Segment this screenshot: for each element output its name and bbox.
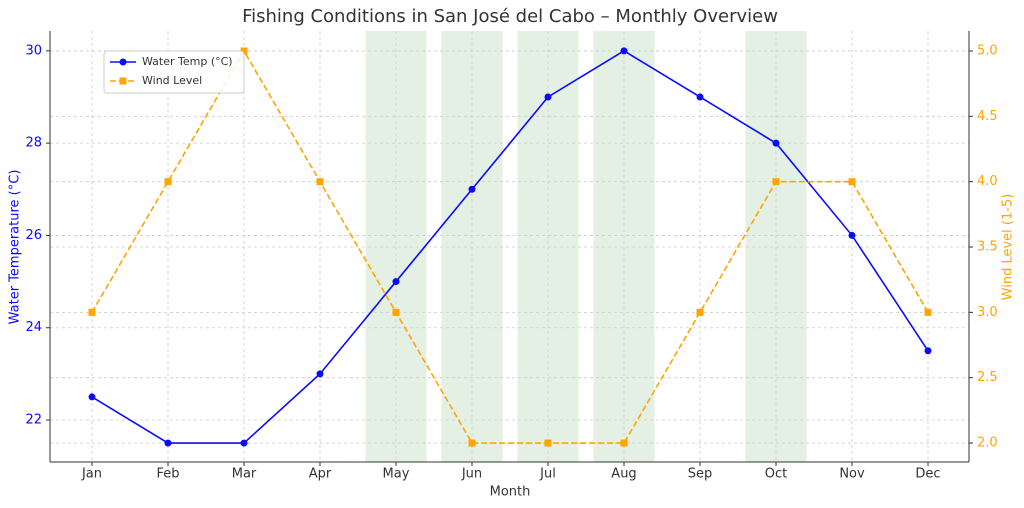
y2-tick-label: 5.0 <box>977 43 998 58</box>
point <box>544 439 552 447</box>
x-tick-label: Nov <box>839 467 865 482</box>
x-tick-label: Aug <box>611 467 636 482</box>
y2-tick-label: 3.0 <box>977 305 998 320</box>
point <box>772 139 780 147</box>
x-tick-label: Dec <box>915 467 940 482</box>
point <box>240 47 248 55</box>
y2-tick-label: 2.5 <box>977 370 998 385</box>
highlight-span <box>441 31 503 462</box>
y-tick-label: 26 <box>25 228 42 243</box>
x-tick-label: May <box>383 467 410 482</box>
x-tick-label: Jun <box>461 467 482 482</box>
chart-title: Fishing Conditions in San José del Cabo … <box>242 6 778 27</box>
series-line <box>91 49 929 444</box>
point <box>164 178 172 186</box>
y-tick-label: 24 <box>25 320 42 335</box>
x-tick-label: Jul <box>539 467 556 482</box>
y-tick-label: 28 <box>25 136 42 151</box>
y2-tick-label: 4.5 <box>977 109 998 124</box>
y-tick-label: 30 <box>25 43 42 58</box>
highlight-span <box>745 31 807 462</box>
point <box>316 178 324 186</box>
series-line <box>91 49 929 444</box>
x-tick-label: Apr <box>309 467 332 482</box>
point <box>620 47 628 55</box>
x-tick-label: Feb <box>156 467 179 482</box>
point <box>696 93 704 101</box>
point <box>88 308 96 316</box>
highlight-span <box>593 31 655 462</box>
x-tick-label: Oct <box>765 467 787 482</box>
point <box>240 439 248 447</box>
legend-label: Water Temp (°C) <box>142 55 233 68</box>
x-tick-label: Mar <box>232 467 257 482</box>
point <box>848 231 856 239</box>
legend-marker <box>119 58 127 66</box>
point <box>848 178 856 186</box>
point <box>924 347 932 355</box>
point <box>468 185 476 193</box>
x-axis-label: Month <box>490 485 531 500</box>
x-tick-label: Jan <box>81 467 102 482</box>
point <box>164 439 172 447</box>
highlight-span <box>365 31 427 462</box>
y2-tick-label: 2.0 <box>977 436 998 451</box>
point <box>468 439 476 447</box>
highlight-span <box>517 31 579 462</box>
point <box>620 439 628 447</box>
legend-box <box>103 50 245 94</box>
y2-tick-label: 4.0 <box>977 174 998 189</box>
point <box>88 393 96 401</box>
point <box>544 93 552 101</box>
point <box>772 178 780 186</box>
y-axis-label: Water Temperature (°C) <box>8 170 23 325</box>
y-tick-label: 22 <box>25 413 42 428</box>
x-tick-label: Sep <box>688 467 713 482</box>
legend-label: Wind Level <box>142 74 202 87</box>
point <box>696 308 704 316</box>
y2-tick-label: 3.5 <box>977 240 998 255</box>
point <box>392 278 400 286</box>
point <box>924 308 932 316</box>
point <box>392 308 400 316</box>
point <box>316 370 324 378</box>
legend-marker <box>119 77 127 85</box>
y2-axis-label: Wind Level (1-5) <box>1001 194 1016 301</box>
